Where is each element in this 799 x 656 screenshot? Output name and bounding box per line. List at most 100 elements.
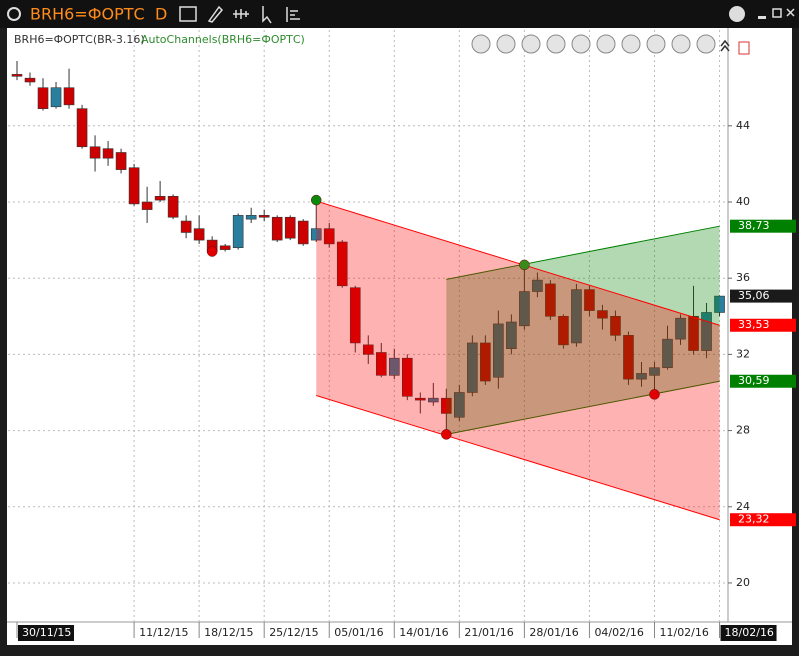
candle-body (180, 220, 192, 233)
y-tick-label: 24 (736, 500, 750, 513)
candle-body (636, 373, 647, 380)
toolbar (179, 5, 795, 24)
y-tick-label: 28 (736, 424, 750, 437)
candle-body (50, 87, 62, 108)
zoom-fit[interactable] (621, 34, 641, 54)
tool-cursor[interactable] (262, 6, 272, 24)
x-tick-label: 14/01/16 (399, 626, 448, 639)
expand[interactable] (671, 34, 691, 54)
tool-indicators[interactable] (233, 9, 249, 19)
candle-body (258, 215, 270, 218)
nav-buttons (471, 34, 716, 54)
candle-body (714, 295, 725, 313)
nav-first[interactable] (471, 34, 491, 54)
x-tick-label: 18/12/15 (204, 626, 253, 639)
maximize-button[interactable] (772, 8, 782, 18)
candle-body (584, 289, 595, 311)
candle-body (336, 241, 348, 287)
candle-body (232, 215, 244, 249)
candle-body (701, 312, 712, 351)
x-tick-label: 18/02/16 (725, 626, 774, 639)
dollar-button[interactable] (729, 6, 745, 22)
candle-body (375, 352, 387, 376)
nav-next[interactable] (521, 34, 541, 54)
candle-body (297, 220, 309, 245)
x-tick-label: 11/12/15 (139, 626, 188, 639)
y-tick-label: 32 (736, 347, 750, 360)
pivot (441, 429, 452, 440)
candle-body (675, 317, 686, 340)
candle-body (662, 338, 673, 369)
candle-body (141, 201, 153, 210)
candle-body (284, 216, 296, 239)
candle-body (115, 152, 127, 170)
candle-body (167, 195, 179, 218)
candle-body (597, 310, 608, 319)
legend-indicator: AutoChannels(BRH6=ФОРТС) (141, 33, 305, 46)
x-tick-label: 21/01/16 (464, 626, 513, 639)
nav-end[interactable] (696, 34, 716, 54)
pivot (206, 246, 218, 257)
y-tick-label: 40 (736, 195, 750, 208)
channel-fill (446, 226, 720, 435)
candle-body (428, 397, 439, 403)
candle-body (401, 357, 413, 397)
x-tick-label: 11/02/16 (659, 626, 708, 639)
x-label-box (720, 625, 777, 641)
pivot (519, 259, 530, 271)
window-title: BRH6=ФОРТС (30, 5, 145, 24)
candle-body (506, 321, 517, 349)
scale-button[interactable] (738, 41, 750, 55)
nav-last[interactable] (546, 34, 566, 54)
candle-body (362, 344, 374, 355)
candle-body (11, 74, 23, 77)
close-button[interactable] (786, 8, 795, 17)
pivot (310, 194, 322, 206)
window-icon[interactable] (7, 7, 21, 21)
candle-body (623, 335, 634, 380)
zoom-in[interactable] (571, 34, 591, 54)
price-label: 38,73 (738, 219, 770, 232)
x-tick-label: 05/01/16 (334, 626, 383, 639)
nav-prev[interactable] (496, 34, 516, 54)
last-price-box (730, 289, 796, 303)
pivot (649, 389, 660, 400)
price-box (730, 374, 796, 388)
candle-body (532, 279, 543, 292)
minimize-button[interactable] (758, 16, 766, 19)
price-box (730, 318, 796, 332)
candle-body (128, 167, 140, 205)
channel-line (316, 200, 720, 326)
candle-body (571, 289, 582, 344)
compress[interactable] (646, 34, 666, 54)
y-tick-label: 44 (736, 119, 750, 132)
candle-body (310, 228, 322, 241)
candle-body (467, 342, 478, 393)
candle-body (24, 77, 36, 83)
collapse-button[interactable] (720, 39, 730, 52)
zoom-out[interactable] (596, 34, 616, 54)
candle-body (349, 287, 361, 344)
candle-body (37, 87, 49, 109)
candle-body (76, 108, 88, 148)
candle-body (558, 315, 569, 346)
candle-body (441, 397, 452, 414)
title-bar (0, 0, 799, 28)
candle-body (245, 215, 257, 220)
tool-levels[interactable] (286, 7, 300, 22)
tool-candles[interactable] (179, 6, 197, 22)
tool-draw[interactable] (207, 5, 224, 23)
channel-line (446, 380, 720, 435)
last-price-label: 35,06 (738, 289, 770, 302)
period[interactable]: D (155, 5, 167, 24)
candle-body (493, 323, 504, 378)
candle-body (193, 228, 205, 241)
candle-body (649, 367, 660, 376)
plot: 20 24 28 32 36 40 44 30/11/15 11/12/15 18/12/15 25… (8, 30, 796, 641)
channel-line (316, 395, 720, 521)
candle-body (219, 245, 231, 250)
x-tick-label: 04/02/16 (594, 626, 643, 639)
candle-body (63, 87, 75, 106)
x-tick-label: 30/11/15 (22, 626, 71, 639)
